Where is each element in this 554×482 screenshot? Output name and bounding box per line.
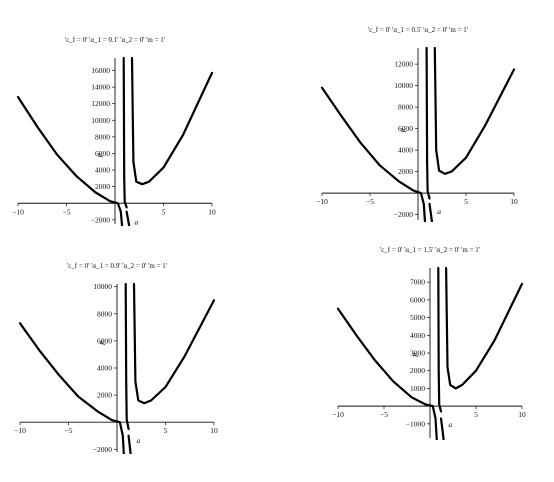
y-tick-label: 6000 [97, 336, 112, 345]
chart-panel-1: 'c_f = 0' 'α_1 = 0.1' 'α_2 = 0' 'm = 1' −… [12, 36, 216, 226]
x-tick-label: −5 [63, 207, 71, 216]
x-tick-label: 5 [164, 426, 168, 435]
y-axis-label: P [96, 153, 105, 159]
x-tick-label: 10 [208, 207, 216, 216]
series-line-3 [445, 266, 524, 390]
y-tick-label: 6000 [398, 124, 413, 133]
y-tick-label: 14000 [91, 83, 110, 92]
y-tick-label: −2000 [394, 210, 413, 219]
series-line-3 [132, 282, 216, 405]
x-axis-label: a [134, 217, 138, 226]
y-axis-label: P [399, 128, 408, 134]
y-tick-label: 8000 [95, 132, 110, 141]
y-tick-label: 12000 [91, 99, 110, 108]
y-axis-label: P [98, 340, 107, 346]
y-tick-label: 1000 [410, 384, 425, 393]
y-tick-label: 2000 [97, 391, 112, 400]
y-tick-label: 10000 [91, 116, 110, 125]
y-tick-label: −2000 [93, 445, 112, 454]
series-line-4 [127, 434, 132, 454]
chart-panel-3: 'c_f = 0' 'α_1 = 0.9' 'α_2 = 0' 'm = 1' −… [14, 262, 218, 454]
x-tick-label: −10 [14, 426, 26, 435]
y-tick-label: −2000 [91, 215, 110, 224]
x-tick-label: 10 [210, 426, 218, 435]
y-tick-label: 2000 [95, 182, 110, 191]
y-tick-label: 2000 [410, 366, 425, 375]
x-tick-label: −5 [366, 197, 374, 206]
x-tick-label: 10 [510, 197, 518, 206]
series-line-1 [320, 86, 427, 222]
x-tick-label: −5 [380, 410, 388, 419]
chart-panel-4: 'c_f = 0' 'α_1 = 1.5' 'α_2 = 0' 'm = 1' −… [332, 246, 526, 440]
series-line-4 [428, 202, 434, 222]
x-tick-label: −10 [12, 207, 24, 216]
series-line-2 [124, 282, 130, 431]
series-line-4 [439, 417, 445, 440]
x-axis-label: a [448, 420, 452, 429]
chart-panel-2: 'c_f = 0' 'α_1 = 0.5' 'α_2 = 0' 'm = 1' −… [316, 26, 518, 222]
y-tick-label: 4000 [398, 146, 413, 155]
y-tick-label: 6000 [410, 295, 425, 304]
y-tick-label: 10000 [93, 282, 112, 291]
chart-title: 'c_f = 0' 'α_1 = 0.9' 'α_2 = 0' 'm = 1' [67, 262, 167, 270]
series-line-2 [122, 56, 128, 209]
x-tick-label: 5 [162, 207, 166, 216]
y-tick-label: 4000 [410, 331, 425, 340]
y-tick-label: 5000 [410, 313, 425, 322]
x-tick-label: 5 [464, 197, 468, 206]
series-line-3 [433, 46, 516, 175]
y-tick-label: 10000 [394, 81, 413, 90]
x-tick-label: −5 [65, 426, 73, 435]
series-line-2 [437, 266, 443, 413]
chart-title: 'c_f = 0' 'α_1 = 1.5' 'α_2 = 0' 'm = 1' [380, 246, 480, 254]
chart-title: 'c_f = 0' 'α_1 = 0.5' 'α_2 = 0' 'm = 1' [368, 26, 468, 34]
y-tick-label: 6000 [95, 149, 110, 158]
y-tick-label: 4000 [95, 166, 110, 175]
x-tick-label: 10 [518, 410, 526, 419]
series-line-3 [130, 56, 214, 186]
x-axis-label: a [136, 436, 140, 445]
series-line-1 [18, 322, 125, 454]
series-line-2 [425, 46, 431, 200]
y-tick-label: 16000 [91, 66, 110, 75]
x-tick-label: −10 [316, 197, 328, 206]
y-tick-label: −1000 [406, 419, 425, 428]
y-tick-label: 7000 [410, 278, 425, 287]
y-tick-label: 3000 [410, 349, 425, 358]
y-axis-label: P [411, 352, 420, 358]
x-tick-label: 5 [474, 410, 478, 419]
y-tick-label: 8000 [398, 103, 413, 112]
series-line-4 [125, 210, 131, 226]
x-tick-label: −10 [332, 410, 344, 419]
chart-title: 'c_f = 0' 'α_1 = 0.1' 'α_2 = 0' 'm = 1' [65, 36, 165, 44]
y-tick-label: 12000 [394, 60, 413, 69]
series-line-1 [336, 307, 438, 440]
x-axis-label: a [437, 207, 441, 216]
series-line-1 [16, 95, 124, 226]
y-tick-label: 2000 [398, 167, 413, 176]
y-tick-label: 8000 [97, 309, 112, 318]
y-tick-label: 4000 [97, 364, 112, 373]
